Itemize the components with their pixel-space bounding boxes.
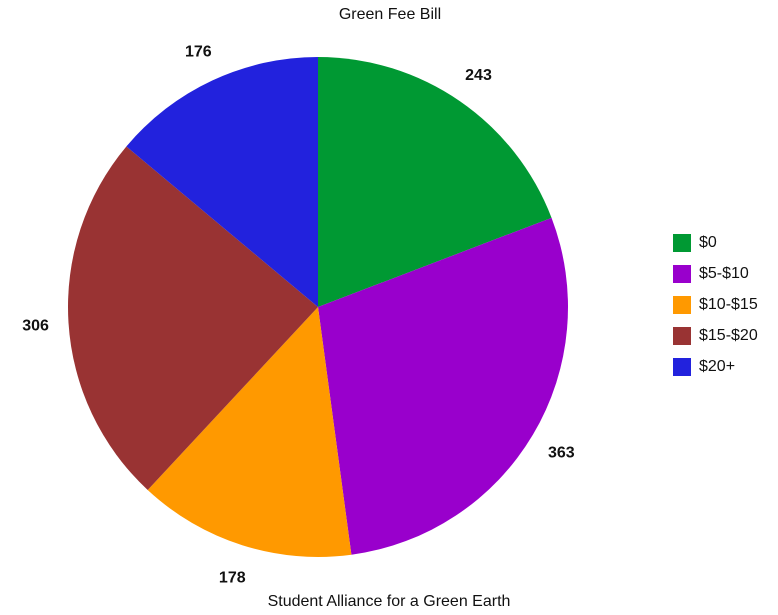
legend-label: $5-$10 [699, 264, 749, 282]
data-label-4: 176 [185, 44, 212, 61]
legend-swatch [673, 264, 691, 283]
pie-slice-2 [147, 307, 352, 557]
data-label-2: 178 [219, 570, 246, 587]
pie-slice-1 [318, 217, 568, 555]
legend-item: $15-$20 [673, 320, 758, 351]
legend: $0 $5-$10 $10-$15 $15-$20 $20+ [673, 227, 758, 382]
pie-slice-0 [318, 57, 552, 307]
legend-item: $10-$15 [673, 289, 758, 320]
legend-item: $0 [673, 227, 758, 258]
pie-slice-3 [67, 146, 318, 491]
legend-item: $5-$10 [673, 258, 758, 289]
legend-label: $0 [699, 233, 717, 251]
legend-swatch [673, 233, 691, 252]
legend-item: $20+ [673, 351, 758, 382]
legend-swatch [673, 357, 691, 376]
legend-label: $10-$15 [699, 295, 758, 313]
legend-label: $15-$20 [699, 326, 758, 344]
chart-subtitle: Student Alliance for a Green Earth [267, 593, 511, 610]
legend-label: $20+ [699, 357, 736, 375]
data-label-1: 363 [548, 445, 575, 462]
legend-swatch [673, 295, 691, 314]
data-label-0: 243 [465, 67, 492, 84]
legend-swatch [673, 326, 691, 345]
chart-title: Green Fee Bill [338, 6, 442, 23]
data-label-3: 306 [22, 318, 49, 335]
pie-slice-4 [126, 56, 318, 307]
